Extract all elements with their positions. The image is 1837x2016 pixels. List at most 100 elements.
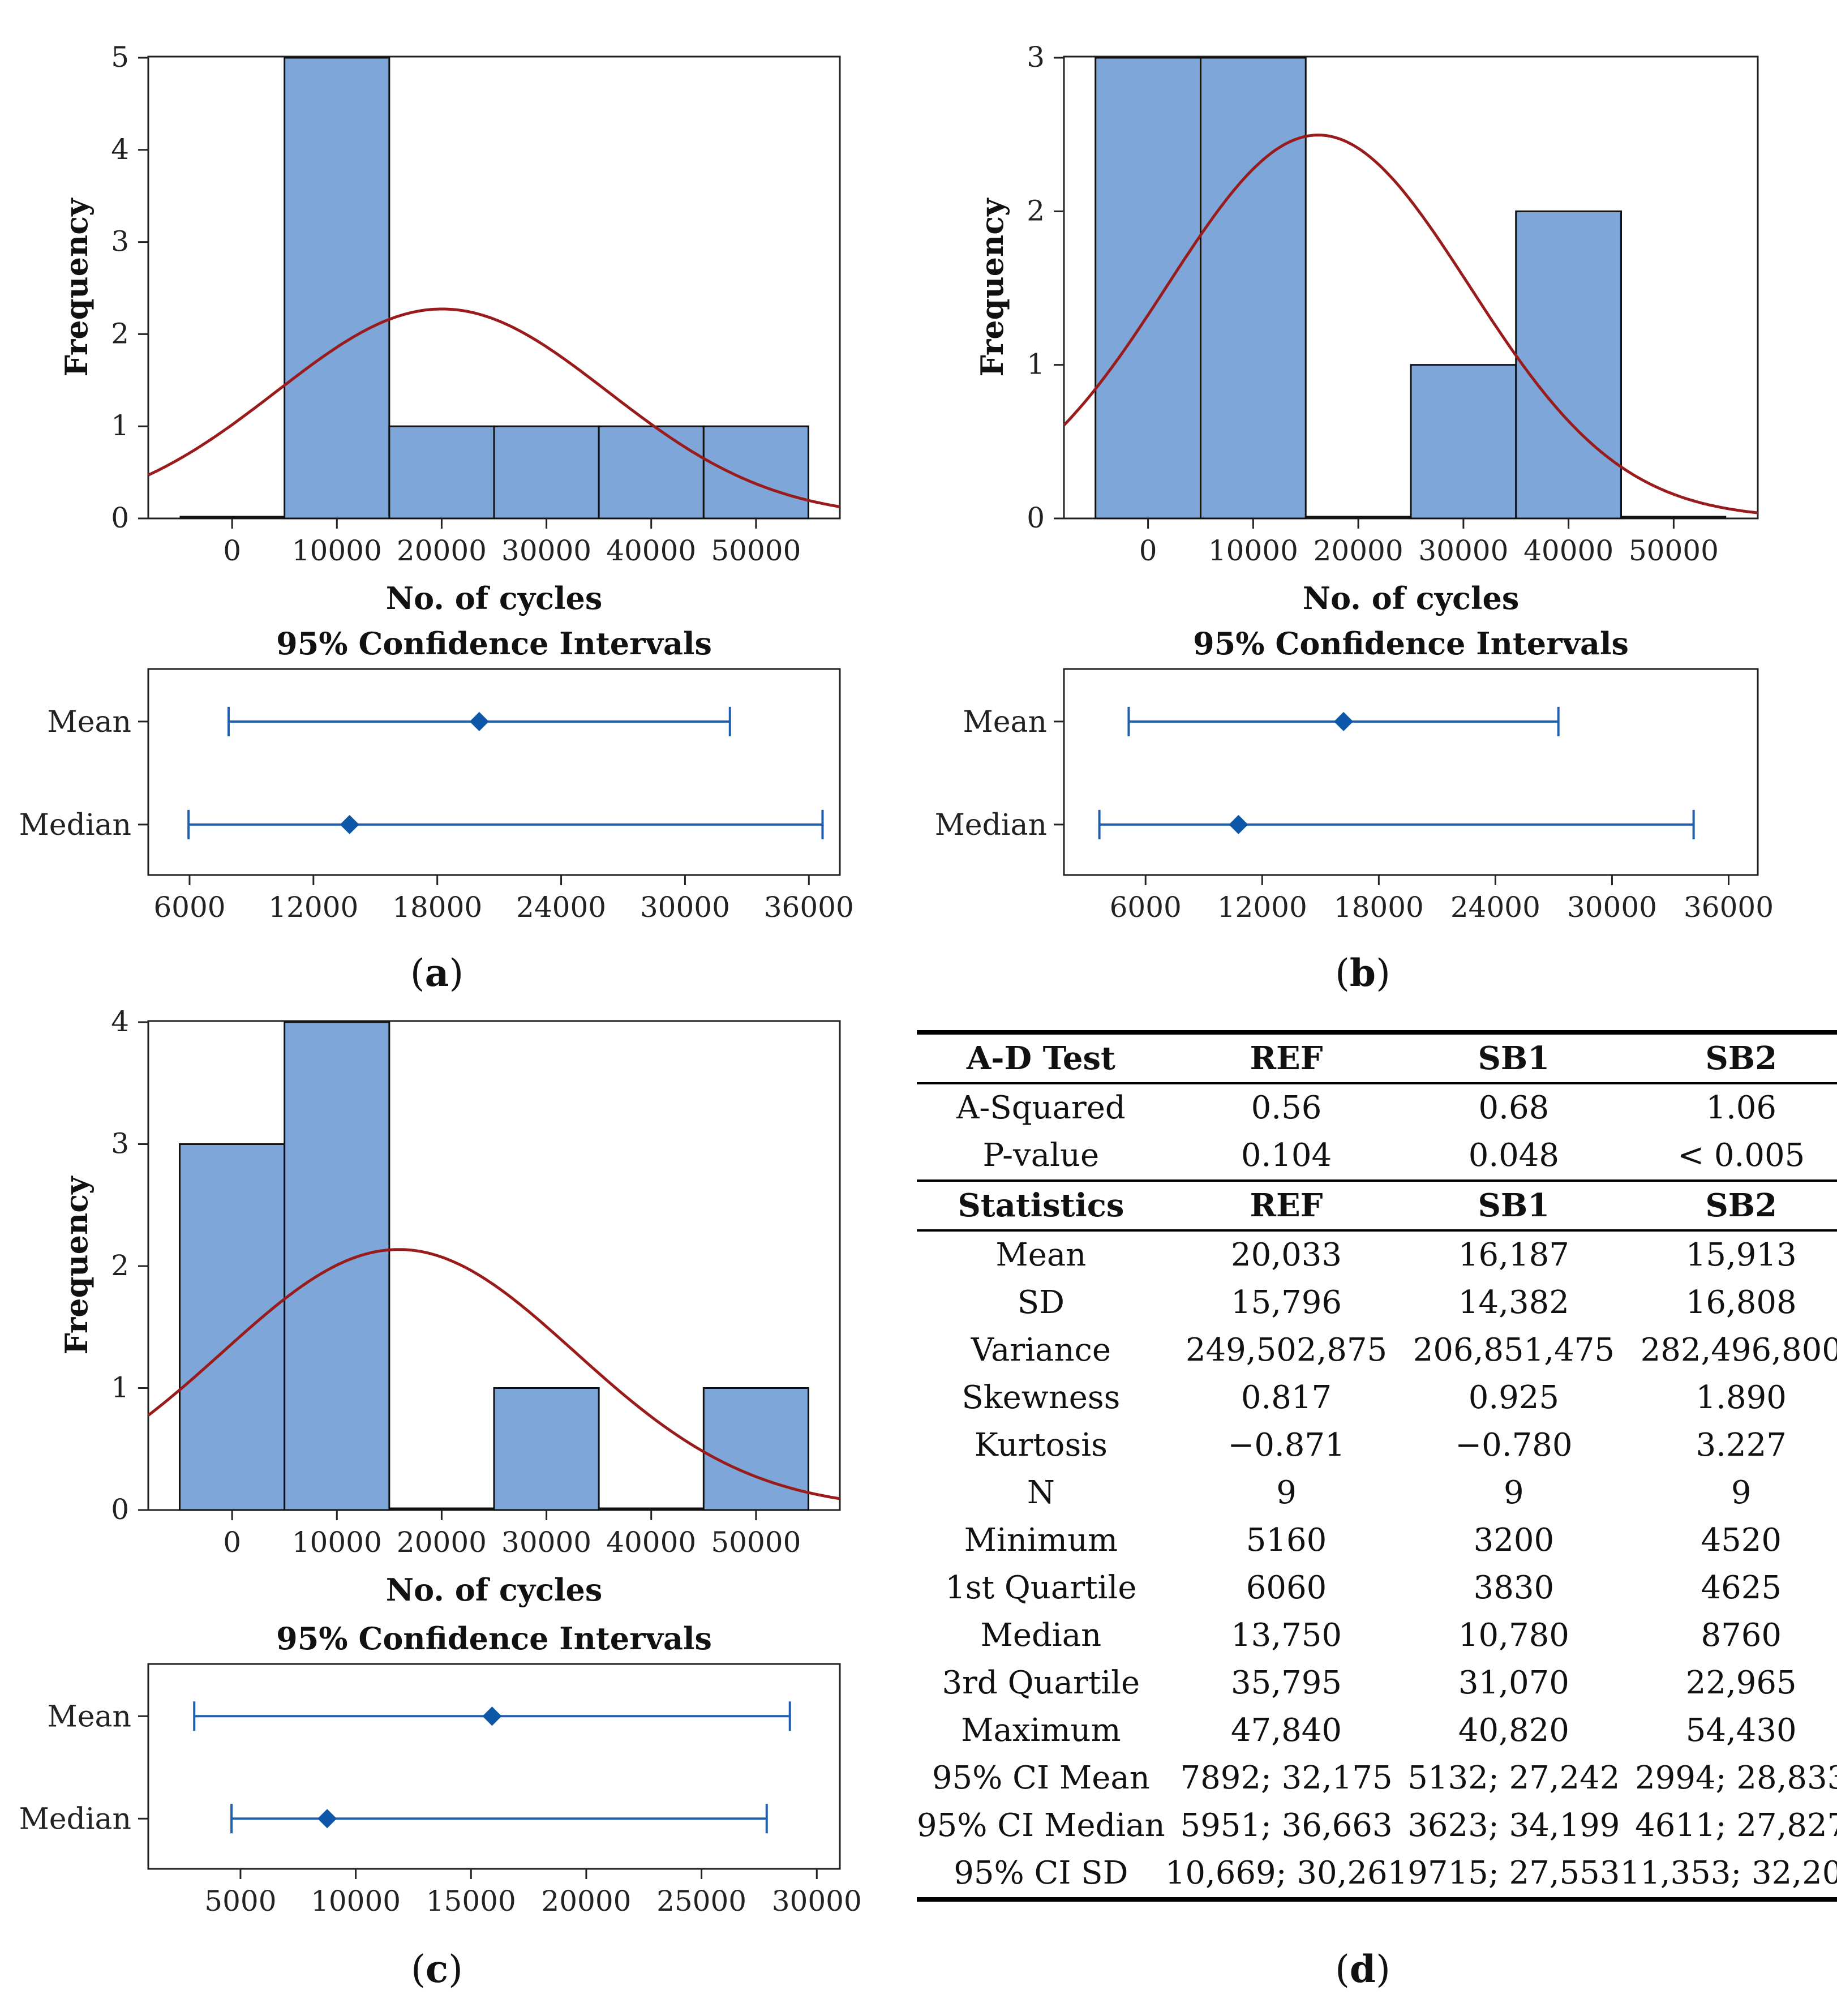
ad-statistics-table: A-D Test REF SB1 SB2 A-Squared 0.56 0.68 1.06 P-…: [917, 1030, 1837, 1902]
statistics-table-panel: A-D Test REF SB1 SB2 A-Squared 0.56 0.68 1.06 P-…: [917, 1030, 1837, 1902]
ci-point-estimate: [482, 1706, 502, 1726]
ci-row-label: Median: [935, 808, 1047, 842]
ci-x-tick-label: 36000: [1684, 891, 1774, 924]
x-tick-label: 0: [1139, 534, 1157, 567]
table-cell: 249,502,875: [1185, 1332, 1388, 1369]
table-header-cell: SB2: [1620, 1179, 1837, 1230]
table-cell: 15,913: [1620, 1229, 1837, 1279]
ci-x-tick-label: 30000: [1567, 891, 1657, 924]
ci-title: 95% Confidence Intervals: [1193, 625, 1629, 662]
table-cell: 13,750: [1231, 1617, 1342, 1654]
table-cell: 3830: [1473, 1569, 1555, 1606]
table-row: 95% CI Median 5951; 36,663 3623; 34,199 461…: [917, 1802, 1837, 1850]
ci-x-tick-label: 10000: [311, 1885, 401, 1913]
table-cell: 4520: [1701, 1522, 1782, 1559]
panel-b-chart: 0 1 2 3 0 10000 20000 30000 40000 50000 No. of cyc…: [935, 41, 1774, 924]
table-cell: P-value: [982, 1137, 1100, 1174]
table-cell: Variance: [971, 1332, 1111, 1369]
table-cell: 8760: [1701, 1617, 1782, 1654]
table-cell: 40,820: [1458, 1712, 1569, 1749]
x-tick-label: 40000: [1523, 534, 1613, 567]
x-tick-label: 30000: [501, 1526, 591, 1559]
table-row: Median 13,750 10,780 8760: [917, 1612, 1837, 1659]
ci-x-tick-label: 36000: [764, 891, 854, 924]
ci-row-label: Mean: [47, 705, 131, 739]
table-cell: 0.817: [1241, 1379, 1332, 1416]
panel-b-label: (b): [1335, 951, 1390, 995]
ci-x-tick-label: 30000: [640, 891, 730, 924]
ci-row-label: Mean: [47, 1700, 131, 1734]
ci-point-estimate: [469, 711, 489, 731]
table-cell: < 0.005: [1677, 1137, 1805, 1174]
table-cell: SD: [1017, 1284, 1065, 1321]
table-header-cell: REF: [1165, 1030, 1408, 1083]
table-cell: 1.890: [1696, 1379, 1787, 1416]
normal-fit-curve: [147, 307, 840, 508]
x-tick-label: 30000: [1418, 534, 1508, 567]
table-cell: 1.06: [1620, 1082, 1837, 1132]
table-row: 95% CI SD 10,669; 30,261 9715; 27,553 11,35…: [917, 1850, 1837, 1902]
ci-x-tick-label: 18000: [1334, 891, 1424, 924]
x-tick-label: 20000: [1314, 534, 1403, 567]
y-tick-label: 1: [111, 1371, 129, 1404]
panel-a-chart: 0 1 2 3 4 5 0 10000 20000 30000 40000 50000 No. of c…: [19, 41, 854, 924]
ci-frame: [147, 668, 841, 876]
histogram-bar: [598, 425, 705, 520]
table-cell: 206,851,475: [1413, 1332, 1615, 1369]
table-row: Maximum 47,840 40,820 54,430: [917, 1707, 1837, 1755]
x-tick-label: 10000: [292, 1526, 382, 1559]
histogram-bar: [1199, 57, 1307, 520]
ci-x-tick-label: 20000: [541, 1885, 631, 1913]
y-axis-label: Frequency: [974, 198, 1010, 377]
table-cell: 282,496,800: [1640, 1332, 1837, 1369]
y-tick-label: 3: [1027, 41, 1045, 74]
table-row: Minimum 5160 3200 4520: [917, 1517, 1837, 1564]
x-tick-label: 0: [223, 534, 241, 567]
table-cell: 95% CI Mean: [932, 1760, 1150, 1796]
x-tick-label: 40000: [606, 1526, 696, 1559]
ci-x-tick-label: 15000: [426, 1885, 516, 1913]
panel-d-label: (d): [1335, 1947, 1390, 1991]
table-header-row: A-D Test REF SB1 SB2: [917, 1030, 1837, 1083]
y-tick-label: 4: [111, 1005, 129, 1038]
table-cell: 10,669; 30,261: [1165, 1850, 1408, 1902]
table-cell: 9: [1731, 1474, 1752, 1511]
table-row: Mean 20,033 16,187 15,913: [917, 1229, 1837, 1279]
y-tick-label: 2: [111, 317, 129, 350]
histogram-bar: [1410, 364, 1517, 520]
table-cell: 0.925: [1468, 1379, 1560, 1416]
y-tick-label: 3: [111, 225, 129, 258]
table-header-cell: REF: [1165, 1179, 1408, 1230]
table-row: 95% CI Mean 7892; 32,175 5132; 27,242 2994;…: [917, 1755, 1837, 1802]
y-tick-label: 1: [111, 409, 129, 442]
table-cell: 0.68: [1407, 1082, 1620, 1132]
ci-point-estimate: [1334, 711, 1354, 731]
y-tick-label: 2: [1027, 194, 1045, 227]
table-cell: Median: [980, 1617, 1102, 1654]
histogram-bar: [1515, 210, 1623, 520]
table-cell: −0.871: [1227, 1427, 1345, 1464]
table-row: Skewness 0.817 0.925 1.890: [917, 1374, 1837, 1422]
table-cell: 47,840: [1231, 1712, 1342, 1749]
table-cell: 95% CI Median: [917, 1807, 1165, 1844]
table-header-cell: SB1: [1407, 1179, 1620, 1230]
histogram-bar: [702, 1387, 809, 1511]
ci-x-tick-label: 5000: [204, 1885, 276, 1913]
table-cell: 11,353; 32,200: [1620, 1850, 1837, 1902]
y-tick-label: 0: [111, 1493, 129, 1526]
panel-a-label: (a): [410, 951, 464, 995]
ci-x-tick-label: 24000: [1450, 891, 1540, 924]
x-tick-label: 30000: [501, 534, 591, 567]
ci-x-tick-label: 6000: [153, 891, 225, 924]
histogram-bar: [284, 57, 390, 520]
ci-title: 95% Confidence Intervals: [276, 625, 712, 662]
ci-x-tick-label: 18000: [392, 891, 482, 924]
table-cell: −0.780: [1455, 1427, 1573, 1464]
x-tick-label: 50000: [711, 1526, 801, 1559]
table-cell: 9: [1276, 1474, 1297, 1511]
table-cell: 1st Quartile: [945, 1569, 1137, 1606]
histogram-bar: [702, 425, 809, 520]
table-cell: 16,187: [1407, 1229, 1620, 1279]
table-cell: Mean: [917, 1229, 1165, 1279]
table-row: SD 15,796 14,382 16,808: [917, 1279, 1837, 1327]
